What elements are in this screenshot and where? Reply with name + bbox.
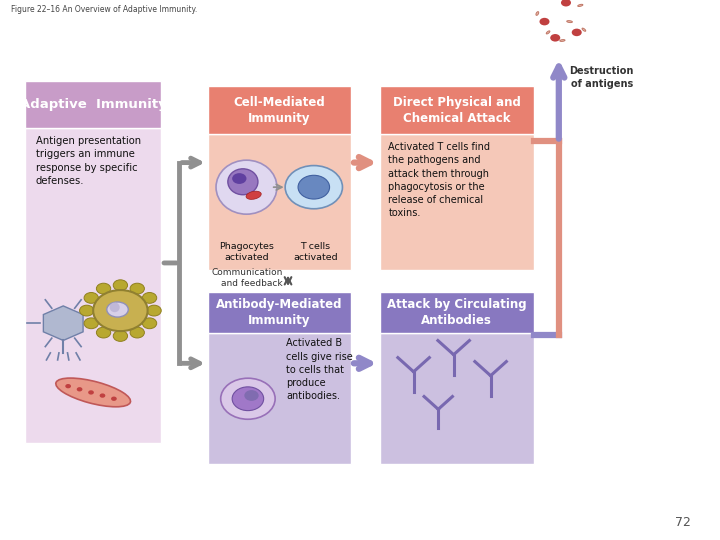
Circle shape (130, 327, 145, 338)
Ellipse shape (246, 191, 261, 199)
Circle shape (96, 283, 111, 294)
Circle shape (221, 378, 275, 419)
FancyBboxPatch shape (379, 86, 534, 134)
Text: Antigen presentation
triggers an immune
response by specific
defenses.: Antigen presentation triggers an immune … (36, 136, 141, 186)
Text: 72: 72 (675, 516, 691, 529)
Circle shape (285, 166, 343, 209)
Ellipse shape (577, 4, 583, 6)
Circle shape (96, 327, 111, 338)
FancyBboxPatch shape (208, 134, 351, 270)
Ellipse shape (56, 378, 130, 407)
Circle shape (111, 396, 117, 401)
Text: Phagocytes
activated: Phagocytes activated (219, 242, 274, 262)
Circle shape (130, 283, 145, 294)
Text: Direct Physical and
Chemical Attack: Direct Physical and Chemical Attack (393, 96, 521, 125)
Ellipse shape (228, 169, 258, 195)
Circle shape (66, 384, 71, 388)
FancyBboxPatch shape (208, 86, 351, 134)
Text: Activated B
cells give rise
to cells that
produce
antibodies.: Activated B cells give rise to cells tha… (286, 339, 353, 401)
Ellipse shape (582, 28, 586, 31)
Circle shape (143, 293, 157, 303)
Ellipse shape (216, 160, 277, 214)
Text: Activated T cells find
the pathogens and
attack them through
phagocytosis or the: Activated T cells find the pathogens and… (388, 142, 490, 218)
FancyBboxPatch shape (379, 292, 534, 333)
Text: Figure 22–16 An Overview of Adaptive Immunity.: Figure 22–16 An Overview of Adaptive Imm… (11, 5, 197, 15)
FancyBboxPatch shape (25, 128, 161, 443)
Text: Destruction
of antigens: Destruction of antigens (570, 66, 634, 89)
FancyBboxPatch shape (379, 333, 534, 464)
FancyBboxPatch shape (208, 292, 351, 333)
Circle shape (113, 330, 127, 341)
Circle shape (84, 293, 99, 303)
Text: Antibody-Mediated
Immunity: Antibody-Mediated Immunity (216, 298, 343, 327)
Circle shape (244, 390, 258, 401)
Circle shape (77, 387, 83, 392)
FancyBboxPatch shape (379, 134, 534, 270)
Circle shape (93, 290, 148, 331)
Circle shape (232, 173, 246, 184)
Ellipse shape (546, 31, 550, 34)
Circle shape (84, 318, 99, 329)
Circle shape (572, 29, 582, 36)
Text: Attack by Circulating
Antibodies: Attack by Circulating Antibodies (387, 298, 526, 327)
FancyBboxPatch shape (208, 333, 351, 464)
Circle shape (113, 280, 127, 291)
Circle shape (147, 305, 161, 316)
Circle shape (143, 318, 157, 329)
Ellipse shape (107, 302, 128, 317)
Text: Cell-Mediated
Immunity: Cell-Mediated Immunity (233, 96, 325, 125)
Ellipse shape (567, 21, 572, 23)
Circle shape (561, 0, 571, 6)
Ellipse shape (109, 302, 120, 312)
Circle shape (550, 34, 560, 42)
Ellipse shape (536, 12, 539, 15)
Circle shape (80, 305, 94, 316)
Circle shape (232, 387, 264, 410)
Text: Communication
and feedback: Communication and feedback (212, 268, 283, 288)
Circle shape (88, 390, 94, 395)
Circle shape (539, 18, 549, 25)
Text: T cells
activated: T cells activated (293, 242, 338, 262)
Circle shape (298, 176, 330, 199)
Circle shape (99, 394, 105, 398)
Ellipse shape (559, 39, 565, 42)
Text: Adaptive  Immunity: Adaptive Immunity (19, 98, 166, 111)
FancyBboxPatch shape (25, 81, 161, 128)
